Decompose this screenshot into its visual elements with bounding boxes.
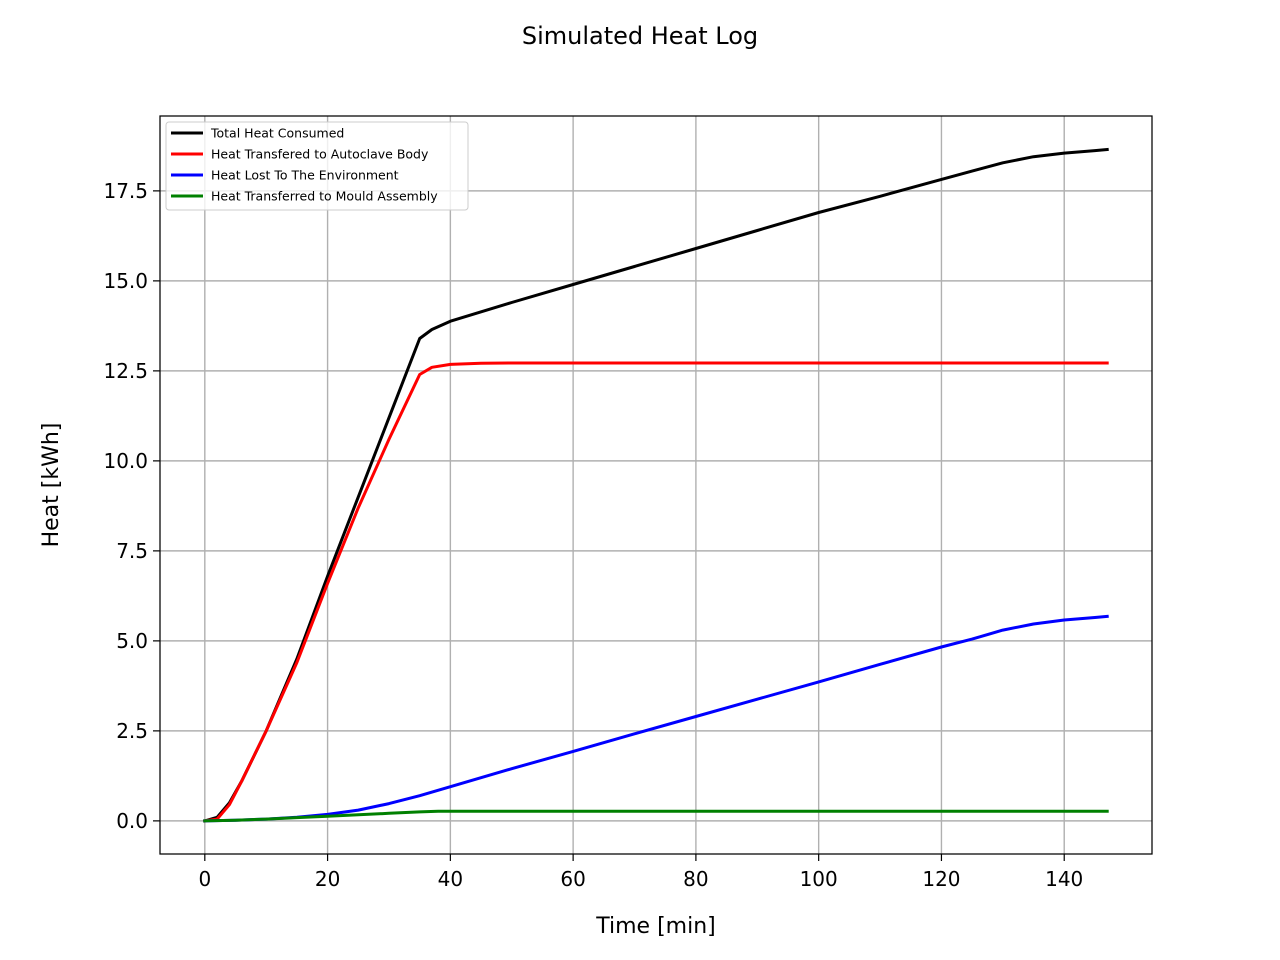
x-tick-label: 40 — [438, 867, 463, 891]
x-tick-label: 80 — [683, 867, 708, 891]
x-tick-label: 20 — [315, 867, 340, 891]
legend: Total Heat Consumed Heat Transfered to Au… — [165, 121, 469, 211]
y-tick-label: 17.5 — [103, 179, 148, 203]
legend-label-2: Heat Transfered to Autoclave Body — [211, 147, 429, 162]
legend-label-4: Heat Transferred to Mould Assembly — [211, 189, 438, 204]
legend-label-3: Heat Lost To The Environment — [211, 168, 399, 183]
series-line-4 — [203, 809, 1109, 823]
y-tick-label: 2.5 — [116, 719, 148, 743]
y-tick-label: 15.0 — [103, 269, 148, 293]
y-axis-label: Heat [kWh] — [39, 423, 64, 548]
legend-box — [165, 121, 469, 211]
chart-title: Simulated Heat Log — [522, 22, 758, 50]
y-tick-label: 5.0 — [116, 629, 148, 653]
x-tick-label: 60 — [560, 867, 585, 891]
series-line-2 — [203, 361, 1109, 823]
x-tick-label: 100 — [800, 867, 838, 891]
plot-frame — [159, 115, 1153, 855]
x-tick-label: 120 — [922, 867, 960, 891]
ticks: 0 20 40 60 80 100 120 140 0.0 2.5 5.0 7.5 10.0 12.5 15… — [103, 179, 1083, 891]
x-tick-label: 140 — [1045, 867, 1083, 891]
y-tick-label: 0.0 — [116, 809, 148, 833]
series-layer — [202, 147, 1109, 823]
x-tick-label: 0 — [198, 867, 211, 891]
y-tick-label: 10.0 — [103, 449, 148, 473]
grid — [160, 116, 1152, 854]
legend-label-1: Total Heat Consumed — [210, 126, 344, 141]
x-axis-label: Time [min] — [595, 914, 716, 939]
y-tick-label: 7.5 — [116, 539, 148, 563]
y-tick-label: 12.5 — [103, 359, 148, 383]
